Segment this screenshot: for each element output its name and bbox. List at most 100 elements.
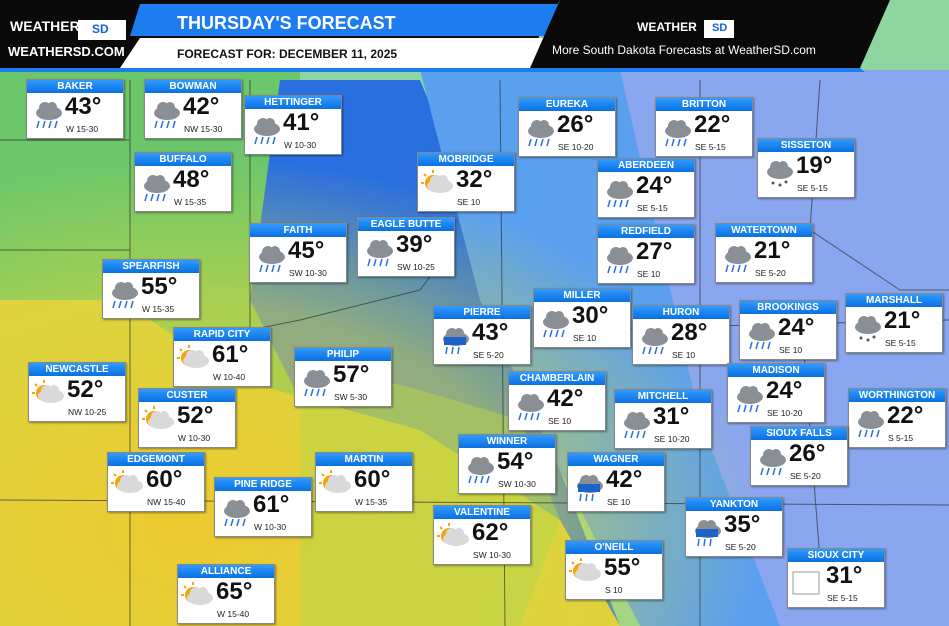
city-card: VALENTINE 62° SW 10-30	[433, 505, 531, 565]
city-name: PINE RIDGE	[215, 478, 311, 491]
logo-badge: SD	[92, 22, 109, 36]
city-temp: 54°	[497, 448, 534, 475]
city-name: YANKTON	[686, 498, 782, 511]
city-name: BUFFALO	[135, 153, 231, 166]
city-card: SISSETON 19° SE 5-15	[757, 138, 855, 198]
city-temp: 55°	[604, 554, 641, 581]
weather-icon	[254, 118, 280, 145]
city-card: PHILIP 57° SW 5-30	[294, 347, 392, 407]
city-temp: 43°	[65, 93, 102, 120]
city-temp: 24°	[636, 172, 673, 199]
city-name: EDGEMONT	[108, 453, 204, 466]
city-temp: 55°	[141, 273, 178, 300]
city-card: MARSHALL 21° SE 5-15	[845, 293, 943, 353]
city-card: MITCHELL 31° SE 10-20	[614, 389, 712, 449]
logo-site: WEATHERSD.COM	[8, 44, 125, 59]
city-name: RAPID CITY	[174, 328, 270, 341]
weather-icon	[855, 316, 881, 342]
city-card: SIOUX FALLS 26° SE 5-20	[750, 426, 848, 486]
city-wind: SE 5-15	[885, 338, 916, 348]
city-wind: SW 10-30	[473, 550, 511, 560]
weather-icon	[624, 412, 650, 439]
weather-icon	[468, 457, 494, 484]
city-card: HETTINGER 41° W 10-30	[244, 95, 342, 155]
city-name: REDFIELD	[598, 225, 694, 238]
city-temp: 60°	[354, 466, 391, 493]
city-wind: SW 5-30	[334, 392, 368, 402]
header-banner	[0, 0, 890, 72]
city-temp: 52°	[67, 376, 104, 403]
city-temp: 31°	[653, 403, 690, 430]
city-wind: S 5-15	[888, 433, 914, 443]
city-name: BOWMAN	[145, 80, 241, 93]
weather-icon	[543, 311, 569, 338]
city-temp: 22°	[887, 402, 924, 429]
weather-icon	[142, 406, 174, 429]
city-temp: 48°	[173, 166, 210, 193]
city-temp: 61°	[212, 341, 249, 368]
city-temp: 41°	[283, 109, 320, 136]
city-name: PHILIP	[295, 348, 391, 361]
city-wind: NW 10-25	[68, 407, 107, 417]
city-temp: 31°	[826, 562, 863, 589]
weather-icon	[665, 120, 691, 147]
weather-icon	[177, 345, 209, 368]
city-temp: 42°	[606, 466, 643, 493]
city-temp: 65°	[216, 578, 253, 605]
city-temp: 21°	[884, 307, 921, 334]
city-card: REDFIELD 27° SE 10	[597, 224, 695, 284]
city-name: MARSHALL	[846, 294, 942, 307]
city-name: EUREKA	[519, 98, 615, 111]
city-wind: SE 5-15	[797, 183, 828, 193]
city-name: SIOUX FALLS	[751, 427, 847, 440]
city-name: PIERRE	[434, 306, 530, 319]
city-wind: NW 15-40	[147, 497, 186, 507]
city-name: MITCHELL	[615, 390, 711, 403]
city-wind: SW 10-30	[498, 479, 536, 489]
city-wind: W 15-35	[174, 197, 207, 207]
city-name: WATERTOWN	[716, 224, 812, 237]
weather-icon	[443, 328, 469, 355]
city-temp: 24°	[766, 377, 803, 404]
city-name: HURON	[633, 306, 729, 319]
weather-icon	[760, 449, 786, 476]
weather-icon	[518, 394, 544, 421]
weather-icon	[737, 386, 763, 413]
weather-icon	[607, 247, 633, 274]
city-card: MOBRIDGE 32° SE 10	[417, 152, 515, 212]
city-temp: 39°	[396, 231, 433, 258]
city-name: HETTINGER	[245, 96, 341, 109]
weather-icon	[224, 500, 250, 527]
weather-icon	[858, 411, 884, 438]
city-name: ABERDEEN	[598, 159, 694, 172]
city-card: EAGLE BUTTE 39° SW 10-25	[357, 217, 455, 277]
weather-icon	[367, 240, 393, 267]
city-name: CUSTER	[139, 389, 235, 402]
city-name: BROOKINGS	[740, 301, 836, 314]
city-wind: SE 10-20	[558, 142, 594, 152]
city-name: WINNER	[459, 435, 555, 448]
city-temp: 52°	[177, 402, 214, 429]
city-name: WAGNER	[568, 453, 664, 466]
weather-icon	[319, 470, 351, 493]
city-wind: SE 10	[637, 269, 661, 279]
city-card: O'NEILL 55° S 10	[565, 540, 663, 600]
city-temp: 26°	[557, 111, 594, 138]
city-temp: 42°	[183, 93, 220, 120]
city-wind: SW 10-25	[397, 262, 435, 272]
city-card: SPEARFISH 55° W 15-35	[102, 259, 200, 319]
city-wind: SE 10	[672, 350, 696, 360]
city-name: O'NEILL	[566, 541, 662, 554]
city-wind: S 10	[605, 585, 623, 595]
logo-word: WEATHER	[10, 18, 80, 34]
weather-icon	[792, 571, 820, 595]
city-card: BAKER 43° W 15-30	[26, 79, 124, 139]
city-name: MILLER	[534, 289, 630, 302]
city-card: BRITTON 22° SE 5-15	[655, 97, 753, 157]
right-logo-word: WEATHER	[637, 20, 697, 34]
weather-icon	[607, 181, 633, 208]
city-wind: SE 10-20	[767, 408, 803, 418]
weather-icon	[528, 120, 554, 147]
city-wind: W 15-40	[217, 609, 250, 619]
city-temp: 30°	[572, 302, 609, 329]
